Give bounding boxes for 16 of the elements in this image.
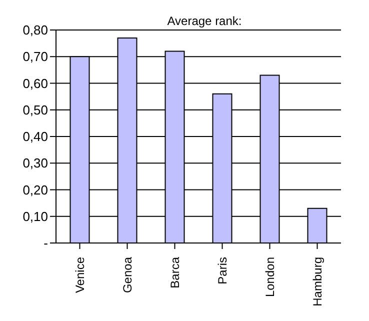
chart-title: Average rank: [167, 14, 242, 28]
y-tick-label: 0,70 [22, 49, 48, 64]
x-tick-label: London [262, 257, 277, 298]
y-tick-label: 0,60 [22, 76, 48, 91]
x-tick-label: Venice [72, 256, 87, 294]
x-tick-label: Paris [215, 257, 230, 284]
x-tick-label: Genoa [120, 256, 134, 294]
y-tick-label: 0,10 [22, 208, 48, 224]
y-tick-label: 0,50 [22, 102, 48, 118]
y-tick-label: 0,20 [22, 182, 48, 198]
y-tick-label: 0,30 [22, 156, 48, 171]
y-tick-label: - [44, 236, 48, 251]
y-tick-label: 0,80 [22, 22, 48, 38]
x-tick-label: Barca [168, 256, 182, 288]
y-tick-label: 0,40 [22, 129, 48, 144]
x-tick-label: Hamburg [310, 257, 324, 306]
